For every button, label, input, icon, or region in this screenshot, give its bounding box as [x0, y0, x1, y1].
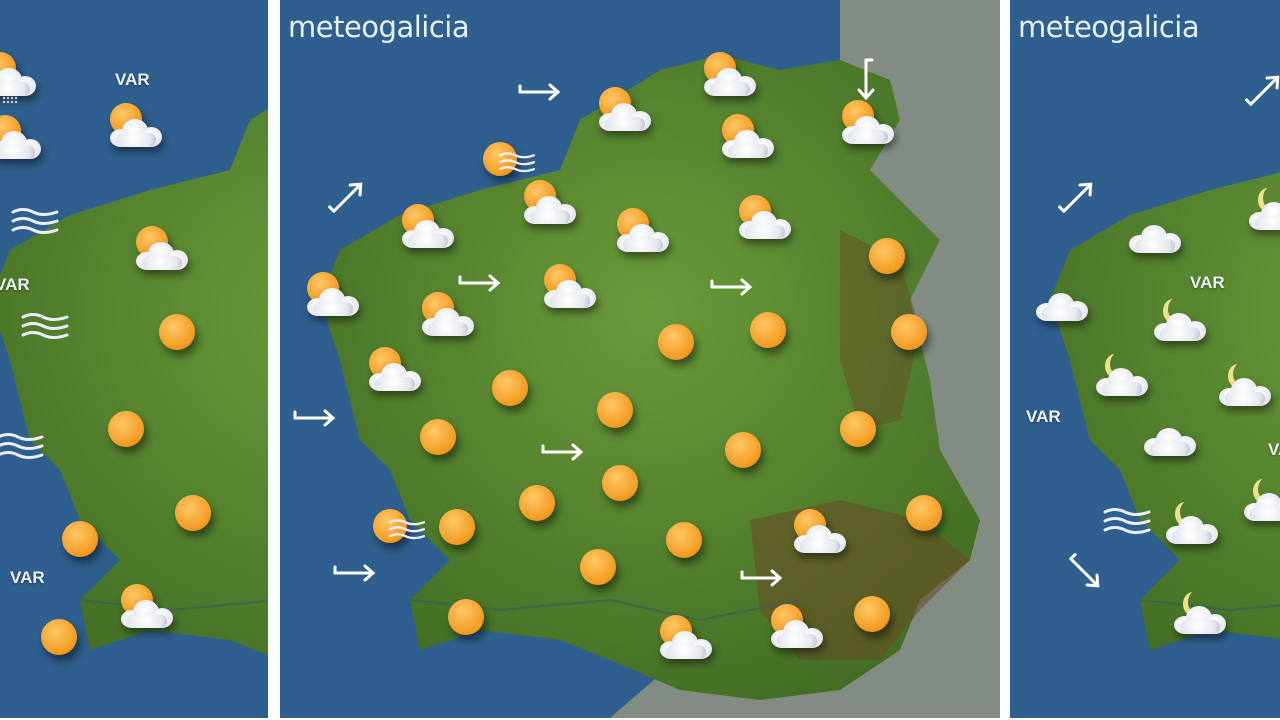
cloud-shape	[735, 211, 795, 239]
cloud-shape	[1032, 293, 1092, 321]
sun-shape	[159, 314, 195, 350]
cloud-shape	[790, 525, 850, 553]
cloud-shape	[1162, 516, 1222, 544]
cloud-shape	[767, 620, 827, 648]
meteogalicia-logo: meteogalicia	[288, 10, 470, 44]
arrow-shape	[710, 278, 753, 296]
cloud-shape	[0, 131, 45, 159]
sun-shape	[666, 522, 702, 558]
arrow-shape	[740, 569, 783, 587]
cloud-shape	[1092, 368, 1152, 396]
wind-lines	[498, 152, 536, 173]
sun-shape	[448, 599, 484, 635]
cloud-shape	[1125, 225, 1185, 253]
sun-shape	[869, 238, 905, 274]
cloud-shape	[613, 224, 673, 252]
terrain-map	[1050, 172, 1280, 650]
wind-lines	[21, 313, 69, 339]
cloud-shape	[1170, 606, 1230, 634]
sun-shape	[840, 411, 876, 447]
sun-shape	[750, 312, 786, 348]
cloud-shape	[418, 308, 478, 336]
cloud-shape	[595, 103, 655, 131]
sun-shape	[725, 432, 761, 468]
variable-wind-label: VAR	[1190, 273, 1225, 292]
variable-wind-label: VAR	[10, 568, 45, 587]
arrow-shape	[857, 58, 875, 101]
cloud-shape	[0, 68, 40, 96]
cloud-shape	[718, 130, 778, 158]
cloud-shape	[1245, 202, 1280, 230]
cloud-shape	[838, 116, 898, 144]
sun-shape	[906, 495, 942, 531]
sun-shape	[602, 465, 638, 501]
meteogalicia-logo: meteogalicia	[1018, 10, 1200, 44]
cloud-shape	[365, 363, 425, 391]
variable-wind-label: VAR	[1026, 407, 1061, 426]
cloud-shape	[106, 119, 166, 147]
cloud-shape	[1140, 428, 1200, 456]
sun-shape	[658, 324, 694, 360]
variable-wind-label: VAR	[115, 70, 150, 89]
arrow-shape	[541, 443, 584, 461]
arrow-shape	[1245, 75, 1280, 106]
sun-shape	[373, 509, 407, 543]
sun-shape	[854, 596, 890, 632]
sun-shape	[420, 419, 456, 455]
arrow-shape	[333, 564, 376, 582]
sun-shape	[483, 142, 517, 176]
sun-shape	[108, 411, 144, 447]
cloud-shape	[117, 600, 177, 628]
variable-wind-label: VAR	[1268, 440, 1280, 459]
sun-shape	[41, 619, 77, 655]
wind-lines	[388, 519, 426, 540]
arrow-shape	[1058, 182, 1093, 213]
cloud-shape	[656, 631, 716, 659]
cloud-shape	[1150, 313, 1210, 341]
variable-wind-label: VAR	[0, 275, 30, 294]
sun-shape	[62, 521, 98, 557]
map-panel-right: meteogalicia VAR VAR VAR	[1010, 0, 1280, 718]
sun-shape	[580, 549, 616, 585]
cloud-shape	[303, 288, 363, 316]
sun-shape	[175, 495, 211, 531]
wind-lines	[11, 208, 59, 234]
cloud-shape	[520, 196, 580, 224]
arrow-shape	[1069, 553, 1100, 588]
cloud-shape	[398, 220, 458, 248]
sun-shape	[891, 314, 927, 350]
sun-shape	[519, 485, 555, 521]
arrow-shape	[293, 409, 336, 427]
arrow-shape	[328, 182, 363, 213]
sun-shape	[439, 509, 475, 545]
map-panel-left: VAR VAR VAR	[0, 0, 268, 718]
rain-dots	[2, 96, 18, 104]
sun-shape	[492, 370, 528, 406]
cloud-shape	[1240, 493, 1280, 521]
sun-shape	[597, 392, 633, 428]
map-panel-center: meteogalicia	[280, 0, 1000, 718]
cloud-shape	[1215, 378, 1275, 406]
arrow-shape	[458, 274, 501, 292]
arrow-shape	[518, 83, 561, 101]
cloud-shape	[540, 280, 600, 308]
cloud-shape	[700, 68, 760, 96]
wind-lines	[1103, 508, 1151, 534]
wind-lines	[0, 433, 44, 459]
cloud-shape	[132, 242, 192, 270]
